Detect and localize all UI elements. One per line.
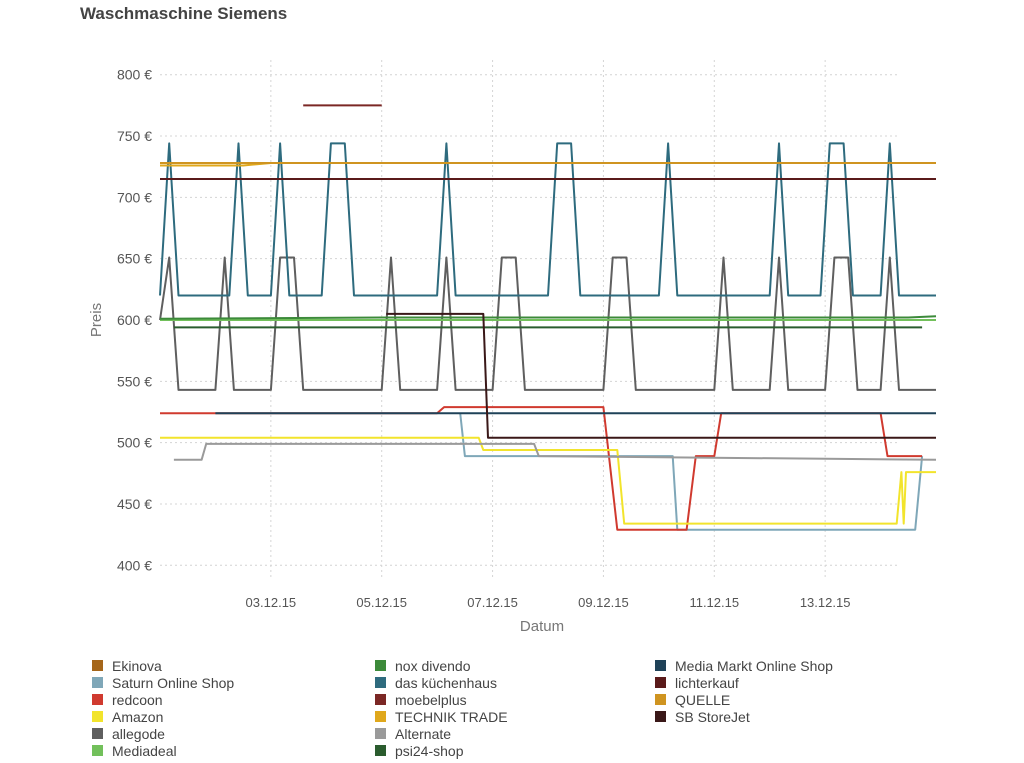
series-line-das-k-chenhaus [159,142,936,297]
x-tick-label: 09.12.15 [578,595,629,610]
y-tick-label: 800 € [117,67,152,83]
legend-label: Media Markt Online Shop [675,657,833,674]
x-axis-ticks: 03.12.15 05.12.15 07.12.15 09.12.15 11.12.15… [246,595,851,610]
legend-swatch [375,677,386,688]
legend-label: moebelplus [395,691,467,708]
series-line-saturn-online-shop [459,413,924,531]
chart-title: Waschmaschine Siemens [80,4,288,23]
legend-label: redcoon [112,691,163,708]
x-tick-label: 11.12.15 [689,595,739,610]
legend-swatch [92,711,103,722]
legend-item-psi24-shop[interactable]: psi24-shop [375,742,464,759]
legend-item-das-k-chenhaus[interactable]: das küchenhaus [375,674,497,691]
series-line-alternate [173,442,937,461]
legend-label: Mediadeal [112,742,177,759]
legend-item-amazon[interactable]: Amazon [92,708,163,725]
legend-swatch [92,745,103,756]
legend-label: Amazon [112,708,164,725]
legend-label: Alternate [395,725,452,742]
y-axis-ticks: 400 € 450 € 500 € 550 € 600 € 650 € 700 € 750 €… [117,67,152,574]
x-tick-label: 03.12.15 [246,595,297,610]
series-lines [159,104,937,531]
x-tick-label: 05.12.15 [356,595,407,610]
x-axis-label: Datum [520,618,564,635]
x-tick-label: 13.12.15 [800,595,851,610]
y-tick-label: 600 € [117,312,152,328]
legend-item-allegode[interactable]: allegode [92,725,165,742]
legend-item-media-markt-online-shop[interactable]: Media Markt Online Shop [655,657,833,674]
legend-swatch [92,677,103,688]
y-tick-label: 500 € [117,435,152,451]
legend-item-mediadeal[interactable]: Mediadeal [92,742,177,759]
legend-swatch [375,711,386,722]
legend-item-saturn-online-shop[interactable]: Saturn Online Shop [92,674,234,691]
y-tick-label: 750 € [117,128,152,144]
legend-swatch [92,694,103,705]
chart-legend: Ekinova Saturn Online Shop redcoon Amazon al… [92,657,992,761]
legend-swatch [655,660,666,671]
legend-item-quelle[interactable]: QUELLE [655,691,730,708]
series-line-amazon [160,436,936,525]
legend-label: allegode [112,725,165,742]
legend-label: Saturn Online Shop [112,674,235,691]
x-tick-label: 07.12.15 [467,595,518,610]
legend-item-redcoon[interactable]: redcoon [92,691,163,708]
legend-label: TECHNIK TRADE [395,708,508,725]
legend-swatch [375,694,386,705]
y-tick-label: 550 € [117,373,152,389]
legend-label: QUELLE [675,691,731,708]
legend-label: das küchenhaus [395,674,497,691]
series-line-nox-divendo [159,315,937,320]
legend-item-lichterkauf[interactable]: lichterkauf [655,674,739,691]
y-axis-label: Preis [88,303,105,337]
legend-label: Ekinova [112,657,162,674]
legend-swatch [655,711,666,722]
line-chart: 400 € 450 € 500 € 550 € 600 € 650 € 700 € 750 €… [88,60,937,635]
series-line-allegode [159,256,936,391]
legend-swatch [375,660,386,671]
y-tick-label: 650 € [117,251,152,267]
legend-label: SB StoreJet [675,708,750,725]
legend-swatch [92,660,103,671]
legend-swatch [375,728,386,739]
series-line-redcoon [160,406,923,531]
legend-item-ekinova[interactable]: Ekinova [92,657,162,674]
legend-item-moebelplus[interactable]: moebelplus [375,691,467,708]
legend-swatch [375,745,386,756]
legend-item-sb-storejet[interactable]: SB StoreJet [655,708,750,725]
legend-swatch [655,677,666,688]
legend-label: psi24-shop [395,742,464,759]
y-tick-label: 450 € [117,496,152,512]
legend-label: lichterkauf [675,674,739,691]
legend-swatch [655,694,666,705]
legend-label: nox divendo [395,657,471,674]
legend-item-technik-trade[interactable]: TECHNIK TRADE [375,708,508,725]
y-tick-label: 400 € [117,557,152,573]
y-tick-label: 700 € [117,189,152,205]
series-line-sb-storejet [386,312,936,439]
legend-item-alternate[interactable]: Alternate [375,725,451,742]
legend-item-nox-divendo[interactable]: nox divendo [375,657,471,674]
legend-swatch [92,728,103,739]
